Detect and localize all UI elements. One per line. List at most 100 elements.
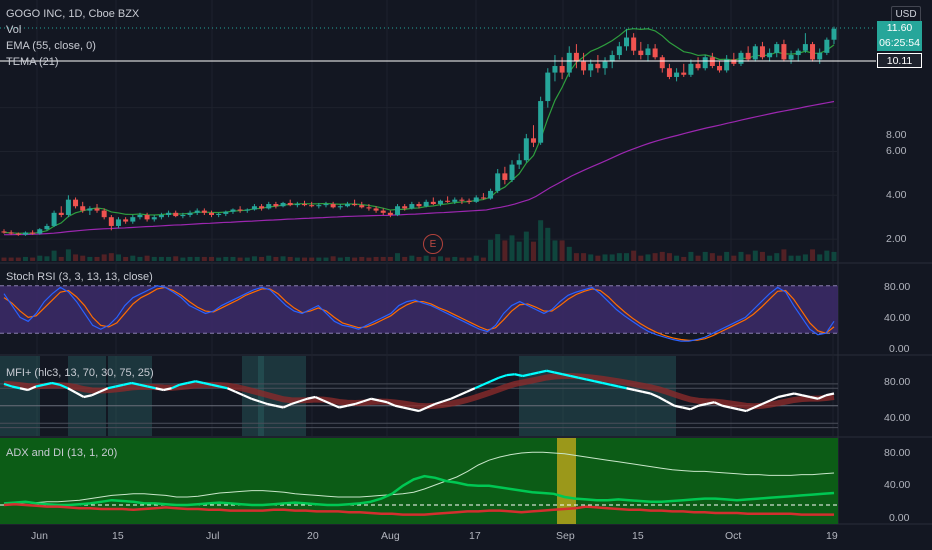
volume-bar [788,255,794,261]
mfi-line-segment [298,397,308,403]
candle-body [495,173,501,191]
volume-bar [445,257,451,261]
price-tick: 8.00 [886,129,907,141]
candle-body [187,212,193,215]
adx-legend[interactable]: ADX and DI (13, 1, 20) [6,447,118,459]
candle-body [437,200,443,205]
mfi-line-segment [235,390,244,397]
volume-bar [101,254,107,261]
candle-body [516,160,522,165]
candle-body [602,61,608,69]
mfi-line-segment [809,395,819,400]
candle-body [810,44,816,60]
candle-body [359,205,365,208]
candle-body [831,28,837,40]
volume-bar [552,240,558,261]
mfi-line-segment [490,376,500,383]
candle-body [44,225,50,230]
candle-body [380,210,386,213]
mfi-line-segment [91,390,101,397]
volume-bar [65,249,71,261]
earnings-marker[interactable]: E [423,234,443,254]
mfi-line-segment [155,387,164,392]
mfi-line-segment [562,373,571,378]
volume-bar [80,255,86,261]
volume-bar [437,256,443,261]
mfi-line-segment [626,387,635,392]
mfi-line-segment [330,402,340,409]
volume-bar [344,256,350,261]
candle-body [180,214,186,217]
volume-bar [359,256,365,261]
volume-bar [259,256,265,261]
mfi-line-segment [761,399,771,406]
volume-bar [130,255,136,261]
mfi-line-segment [51,381,61,386]
mfi-line-segment [378,399,388,404]
volume-bar [380,256,386,261]
volume-bar [802,254,808,261]
mfi-line-segment [410,408,420,413]
volume-bar [759,251,765,261]
candle-body [802,44,808,51]
time-label: 20 [307,530,319,542]
mfi-line-segment [354,400,364,406]
mfi-line-segment [123,381,132,386]
horizontal-line-price-tag[interactable]: 10.11 [877,53,922,68]
volume-bar [624,253,629,261]
candle-body [717,66,723,71]
stoch-legend[interactable]: Stoch RSI (3, 3, 13, 13, close) [6,271,153,283]
tema-legend[interactable]: TEMA (21) [6,56,59,68]
volume-bar [616,253,622,261]
candle-body [645,48,651,56]
mfi-line-segment [793,392,803,397]
candle-body [352,204,358,206]
mfi-line-segment [618,385,627,390]
symbol-title[interactable]: GOGO INC, 1D, Cboe BZX [6,8,140,20]
mfi-line-segment [745,406,755,413]
mfi-line-segment [689,404,699,411]
adx-plus-di [3,474,835,507]
adx-highlight [557,438,576,524]
volume-bar [144,255,150,261]
volume-bar [173,256,179,261]
candle-body [94,208,100,211]
candle-body [545,72,551,102]
volume-bar [37,255,43,261]
mfi-line-segment [506,373,515,377]
mfi-line-segment [338,404,348,409]
mfi-line-segment [713,401,723,407]
candle-body [581,61,587,71]
volume-bar [538,220,544,261]
candle-body [452,199,458,202]
volume-legend[interactable]: Vol [6,24,22,36]
mfi-line-segment [19,387,29,392]
mfi-line-segment [163,387,172,392]
volume-bar [251,256,257,261]
volume-bar [58,256,64,261]
candle-body [58,212,64,215]
volume-bar [395,253,401,261]
volume-bar [287,256,293,261]
ema-legend[interactable]: EMA (55, close, 0) [6,40,96,52]
candle-body [688,63,694,75]
candle-body [609,55,615,62]
volume-bar [810,249,816,261]
mfi-line-segment [753,402,763,409]
volume-bar [108,253,114,261]
candle-body [309,205,315,207]
candle-body [259,206,265,209]
mfi-legend[interactable]: MFI+ (hlc3, 13, 70, 30, 75, 25) [6,367,154,379]
volume-bar [15,257,21,261]
volume-bar [430,256,436,261]
mfi-line-segment [107,385,116,390]
volume-bar [795,255,801,261]
candle-body [538,101,544,143]
candle-body [266,204,272,209]
candle-body [709,57,715,67]
mfi-line-segment [586,378,595,383]
candle-body [108,217,114,226]
candle-body [616,46,622,56]
